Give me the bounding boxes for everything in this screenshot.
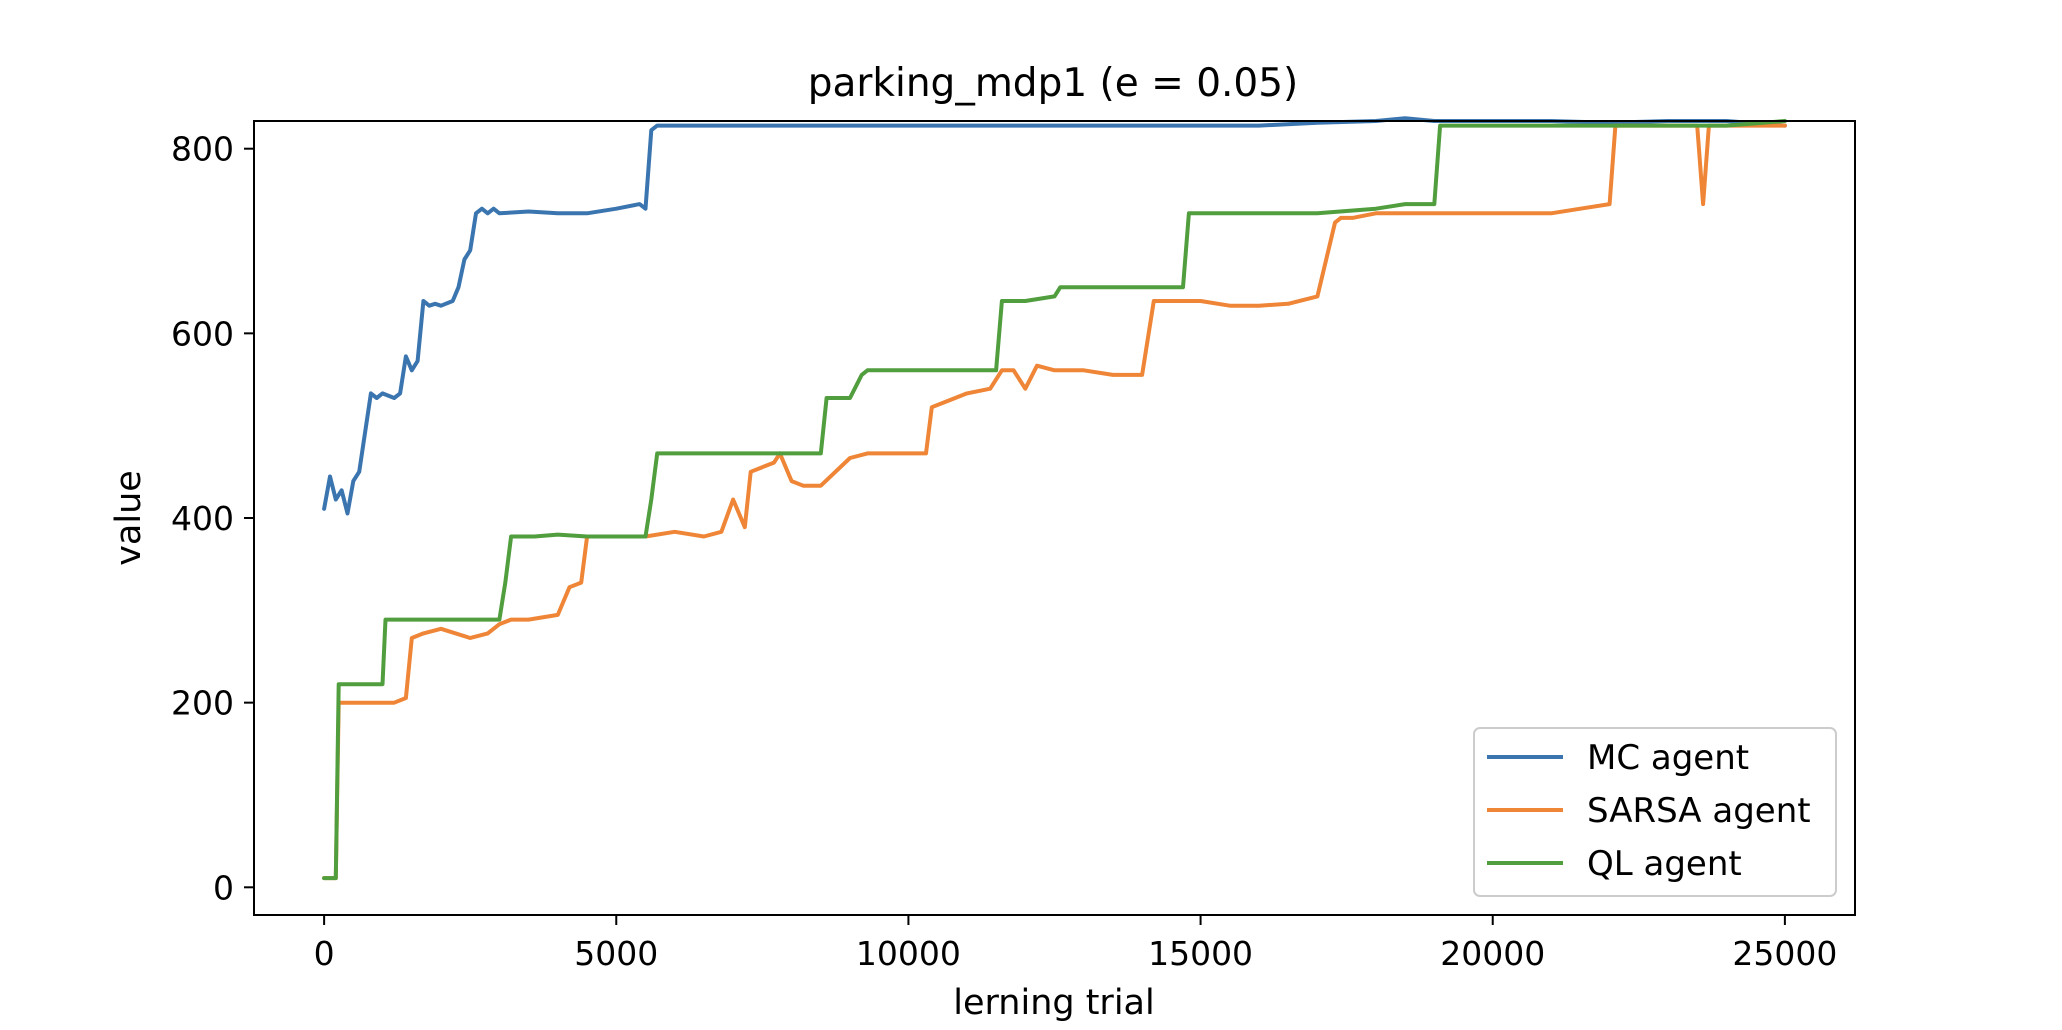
x-tick-label: 25000 xyxy=(1732,934,1837,973)
y-tick-label: 600 xyxy=(171,314,234,353)
x-tick-label: 15000 xyxy=(1148,934,1253,973)
y-tick-label: 0 xyxy=(213,868,234,907)
y-tick-label: 200 xyxy=(171,684,234,723)
x-tick-label: 0 xyxy=(314,934,335,973)
x-tick-label: 10000 xyxy=(856,934,961,973)
legend-label-mc: MC agent xyxy=(1587,738,1749,778)
legend: MC agent SARSA agent QL agent xyxy=(1473,727,1837,897)
x-tick-label: 20000 xyxy=(1440,934,1545,973)
x-tick-label: 5000 xyxy=(574,934,658,973)
series-layer xyxy=(322,116,1787,881)
y-tick-label: 400 xyxy=(171,499,234,538)
y-tick-label: 800 xyxy=(171,130,234,169)
x-axis-label: lerning trial xyxy=(953,983,1154,1023)
series-line-mc xyxy=(322,116,1787,516)
series-line-ql xyxy=(322,119,1787,881)
series-line-sarsa xyxy=(322,123,1787,881)
legend-box xyxy=(1473,727,1837,897)
chart-title: parking_mdp1 (e = 0.05) xyxy=(808,61,1299,106)
y-axis-label: value xyxy=(109,470,149,566)
y-axis-ticks: 0 200 400 600 800 xyxy=(171,130,254,907)
legend-label-sarsa: SARSA agent xyxy=(1587,791,1811,831)
x-axis-ticks: 0 5000 10000 15000 20000 25000 xyxy=(314,915,1837,973)
legend-label-ql: QL agent xyxy=(1587,844,1742,884)
